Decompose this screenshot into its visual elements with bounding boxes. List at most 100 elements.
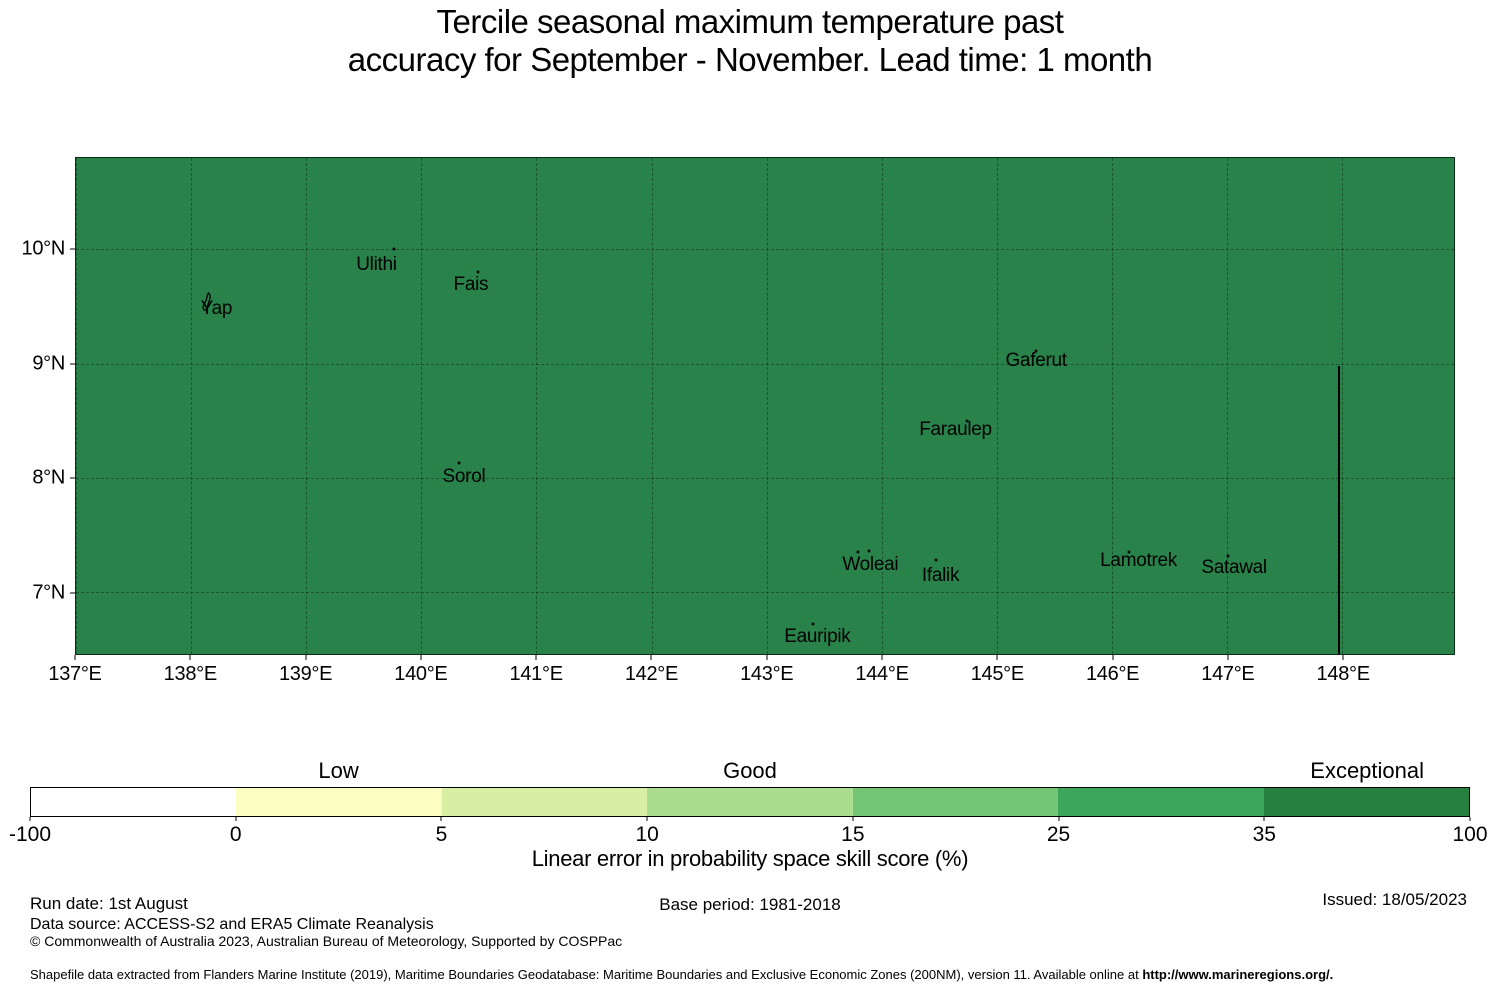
colorbar-segment [647,788,853,816]
island-marker [392,247,396,251]
gridline-lon [191,158,193,654]
gridline-lon [421,158,423,654]
colorbar-tick-mark [646,817,648,821]
colorbar-category-label: Exceptional [1310,758,1425,783]
x-axis-tick-label: 144°E [855,663,909,685]
colorbar-tick-label: -100 [8,823,52,846]
colorbar-tick-mark [852,817,854,821]
island-label: Ifalik [921,565,960,587]
gridline-lat [76,363,1454,365]
colorbar-category-label: Good [723,758,777,783]
issued-date-text: Issued: 18/05/2023 [1322,890,1467,909]
island-label: Sorol [442,465,486,487]
x-tick-mark [189,655,191,660]
colorbar-segment [441,788,648,816]
island-marker [1226,554,1230,558]
colorbar-segment [852,788,1059,816]
x-tick-mark [881,655,883,660]
colorbar-tick-mark [29,817,31,821]
x-axis-tick-label: 147°E [1201,663,1255,685]
y-tick-mark [70,363,75,365]
colorbar-tick-label: 0 [229,823,242,846]
island-label: Ulithi [356,254,397,276]
colorbar-tick-label: 25 [1046,823,1071,846]
colorbar-tick-label: 5 [435,823,448,846]
island-marker [934,558,938,562]
island-marker-yap [201,292,214,317]
gridline-lon [76,158,77,654]
y-axis-tick-label: 8°N [32,466,65,489]
gridline-lat [76,478,1454,479]
gridline-lon [881,158,883,654]
y-axis-tick-label: 7°N [32,581,65,604]
island-label: Gaferut [1005,350,1067,372]
x-axis-tick-label: 140°E [394,663,448,685]
gridline-lon [306,158,308,654]
island-label: Satawal [1201,557,1267,579]
gridline-lat [76,249,1454,251]
colorbar-category-labels: Low Good Exceptional [30,758,1470,784]
run-date-text: Run date: 1st August [30,894,188,913]
colorbar-tick-label: 15 [841,823,865,846]
island-label: Woleai [842,553,899,575]
shapefile-url: http://www.marineregions.org/. [1142,967,1334,982]
gridline-lon [536,158,538,654]
y-tick-mark [70,477,75,479]
y-axis: 10°N 9°N 8°N 7°N [0,157,75,655]
colorbar-category-label: Low [318,758,359,783]
island-label: Eauripik [784,625,851,647]
y-axis-tick-label: 10°N [21,237,66,260]
map-plot: Yap Ulithi Fais Sorol Gaferut Faraulep Woleai I… [75,157,1455,655]
x-axis-tick-label: 148°E [1316,663,1371,685]
x-tick-mark [1342,655,1344,660]
colorbar-ticks: -100 0 5 10 15 25 35 100 [9,817,1488,847]
island-marker [476,270,480,274]
colorbar-tick-label: 100 [1452,823,1488,846]
island-marker [856,550,860,554]
island-marker [811,622,815,626]
x-axis-tick-label: 139°E [278,663,333,685]
gridline-lon [1112,158,1114,654]
island-label: Fais [453,273,489,295]
base-period-text: Base period: 1981-2018 [659,895,841,914]
colorbar-tick-label: 10 [635,823,659,846]
x-axis-tick-label: 142°E [624,663,679,685]
x-axis-tick-label: 137°E [48,663,102,685]
island-label: Yap [200,297,233,319]
gridline-lon [766,158,768,654]
island-marker [457,461,461,465]
colorbar-segment [31,788,237,816]
x-axis-tick-label: 141°E [509,663,564,685]
x-tick-mark [535,655,537,660]
x-tick-mark [766,655,768,660]
x-axis-tick-label: 146°E [1085,663,1140,685]
x-axis-tick-label: 143°E [740,663,794,685]
colorbar-tick-mark [1469,817,1471,821]
island-marker [867,549,871,553]
x-tick-mark [1112,655,1114,660]
shapefile-note: Shapefile data extracted from Flanders M… [30,967,1333,982]
title-line-1: Tercile seasonal maximum temperature pas… [436,3,1064,40]
colorbar-tick-label: 35 [1252,823,1276,846]
eez-boundary-line [1337,366,1340,654]
island-marker [1127,550,1131,554]
gridline-lat [76,592,1454,594]
x-tick-mark [650,655,652,660]
x-axis: 137°E 138°E 139°E 140°E 141°E 142°E 143°E 144°E… [48,655,1455,691]
colorbar-bar [30,787,1470,817]
copyright-text: © Commonwealth of Australia 2023, Austra… [30,933,623,949]
gridline-lon [1227,158,1229,654]
colorbar-axis-label: Linear error in probability space skill … [531,846,969,871]
title-line-2: accuracy for September - November. Lead … [347,41,1153,78]
y-tick-mark [70,592,75,594]
y-axis-tick-label: 9°N [32,352,65,375]
gridline-lon [1342,158,1344,654]
x-tick-mark [74,655,76,660]
shapefile-note-text: Shapefile data extracted from Flanders M… [30,967,1143,982]
x-tick-mark [420,655,422,660]
x-axis-tick-label: 145°E [970,663,1025,685]
data-source-text: Data source: ACCESS-S2 and ERA5 Climate … [30,916,434,933]
colorbar-tick-mark [440,817,442,821]
colorbar-tick-mark [235,817,237,821]
